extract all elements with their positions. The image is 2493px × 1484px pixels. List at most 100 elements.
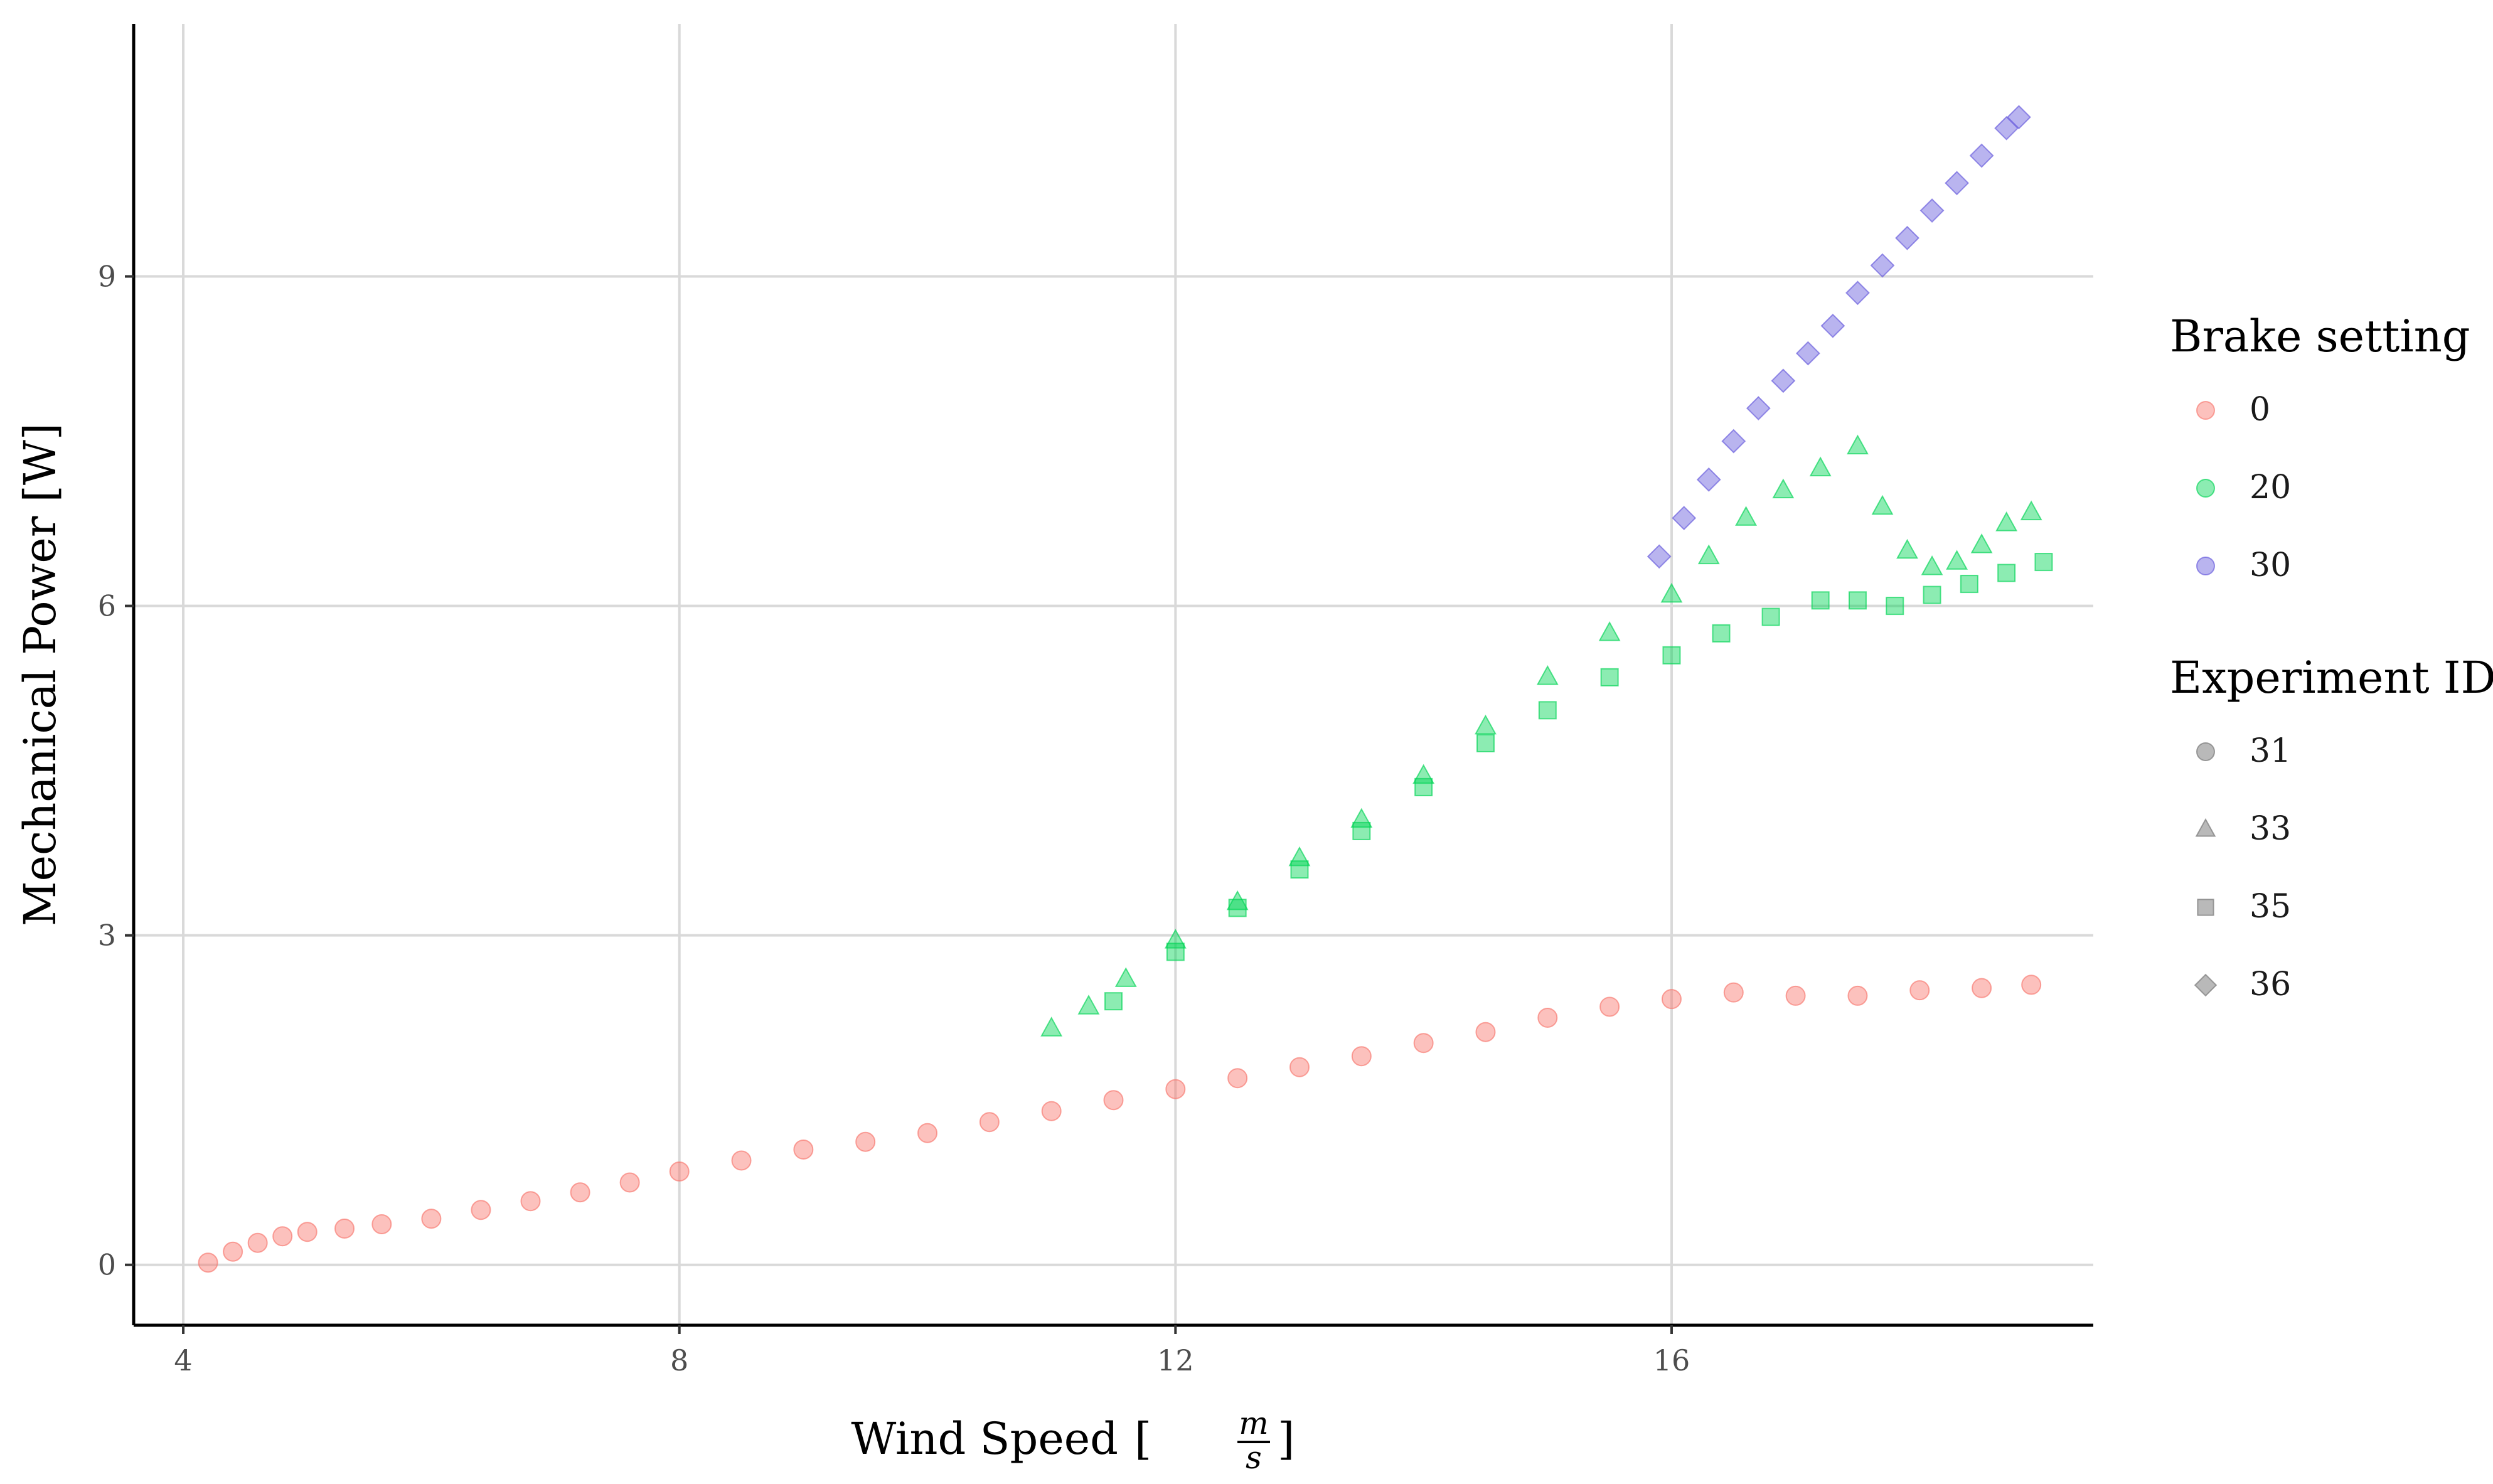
data-point (1972, 978, 1992, 998)
x-tick-label: 16 (1653, 1343, 1690, 1377)
legend-key (2196, 742, 2215, 761)
data-point (1661, 989, 1682, 1010)
legend-key (2196, 479, 2215, 498)
data-point (2034, 553, 2053, 572)
data-point (1647, 544, 1672, 569)
data-point (1476, 734, 1495, 752)
data-point (1712, 624, 1731, 643)
legend-item-label: 0 (2250, 391, 2270, 429)
data-point (1041, 1101, 1062, 1121)
data-point (1785, 985, 1806, 1006)
legend-title: Experiment ID (2170, 652, 2493, 703)
data-point (334, 1218, 355, 1239)
data-point (1847, 434, 1869, 455)
data-point (1228, 899, 1247, 917)
data-point (1538, 701, 1557, 720)
data-point (1761, 607, 1780, 626)
data-point (471, 1200, 491, 1220)
data-point (917, 1123, 938, 1143)
data-point (793, 1139, 814, 1160)
data-points (198, 105, 2053, 1273)
data-point (1923, 585, 1941, 604)
legend-title: Brake setting (2170, 311, 2470, 362)
legend-key (2197, 899, 2214, 916)
data-point (2020, 500, 2042, 521)
data-point (1672, 506, 1697, 531)
data-point (1413, 1033, 1434, 1054)
data-point (1537, 1007, 1558, 1028)
data-point (1970, 533, 1993, 553)
data-point (1723, 982, 1744, 1003)
data-point (731, 1150, 752, 1171)
data-point (1997, 563, 2016, 582)
x-axis-unit-bracket-right: ] (1278, 1413, 1295, 1465)
legend-key (2196, 401, 2215, 420)
y-axis-ticks: 0 3 6 9 (98, 260, 134, 1282)
data-point (619, 1172, 640, 1193)
x-axis-ticks: 4 8 12 16 (174, 1325, 1690, 1377)
data-point (1771, 368, 1796, 393)
data-point (1746, 396, 1771, 420)
legend-item-label: 33 (2250, 810, 2291, 848)
data-point (855, 1131, 876, 1152)
data-point (1114, 967, 1137, 987)
data-point (669, 1161, 690, 1182)
data-point (1946, 550, 1968, 570)
data-point (1772, 478, 1795, 499)
series-brake-20-experiment-35 (1104, 553, 2053, 1011)
data-point (371, 1214, 392, 1234)
legend-item-label: 31 (2250, 732, 2291, 770)
x-axis-unit-numerator: m (1239, 1405, 1268, 1441)
data-point (1960, 575, 1978, 594)
data-point (1871, 494, 1894, 515)
y-tick-label: 0 (98, 1248, 116, 1282)
data-point (1290, 860, 1309, 879)
axes (132, 24, 2093, 1327)
legend-item-label: 36 (2250, 966, 2291, 1003)
x-tick-label: 4 (174, 1343, 192, 1377)
x-axis-unit-denominator: s (1246, 1439, 1262, 1476)
data-point (1919, 198, 1945, 223)
data-point (1696, 467, 1721, 492)
x-axis-label: Wind Speed (851, 1413, 1118, 1465)
data-point (1600, 668, 1619, 686)
legend-item-label: 30 (2250, 547, 2291, 584)
data-point (1921, 555, 1943, 575)
data-point (570, 1182, 590, 1203)
data-point (1886, 597, 1904, 616)
data-point (1598, 621, 1621, 641)
data-point (1721, 429, 1746, 454)
series-brake-30-experiment-36 (1647, 105, 2031, 569)
data-point (1969, 143, 1994, 168)
data-point (1662, 646, 1681, 665)
data-point (1166, 942, 1185, 961)
legend-key (2196, 557, 2215, 575)
data-point (223, 1241, 243, 1262)
legend-item-label: 35 (2250, 888, 2291, 926)
x-axis-unit-bracket-left: [ (1134, 1413, 1151, 1465)
data-point (1414, 777, 1433, 796)
data-point (1697, 544, 1720, 565)
data-point (198, 1252, 218, 1273)
data-point (2006, 105, 2031, 130)
x-tick-label: 12 (1157, 1343, 1194, 1377)
data-point (1599, 996, 1620, 1017)
data-point (1809, 456, 1832, 477)
data-point (1227, 1068, 1248, 1089)
data-point (1351, 1046, 1372, 1067)
y-axis-label: Mechanical Power [W] (14, 423, 66, 926)
gridlines (134, 24, 2093, 1325)
legend-key (2194, 973, 2218, 997)
y-tick-label: 3 (98, 919, 116, 953)
data-point (421, 1209, 442, 1229)
data-point (979, 1112, 1000, 1133)
data-point (1870, 253, 1895, 278)
data-point (1077, 995, 1100, 1015)
legend: Brake setting 0 20 30 Experiment ID 31 33 35 36 (2170, 311, 2493, 1003)
data-point (1820, 313, 1845, 338)
data-point (1909, 980, 1930, 1001)
y-tick-label: 6 (98, 589, 116, 623)
data-point (1103, 1090, 1124, 1111)
